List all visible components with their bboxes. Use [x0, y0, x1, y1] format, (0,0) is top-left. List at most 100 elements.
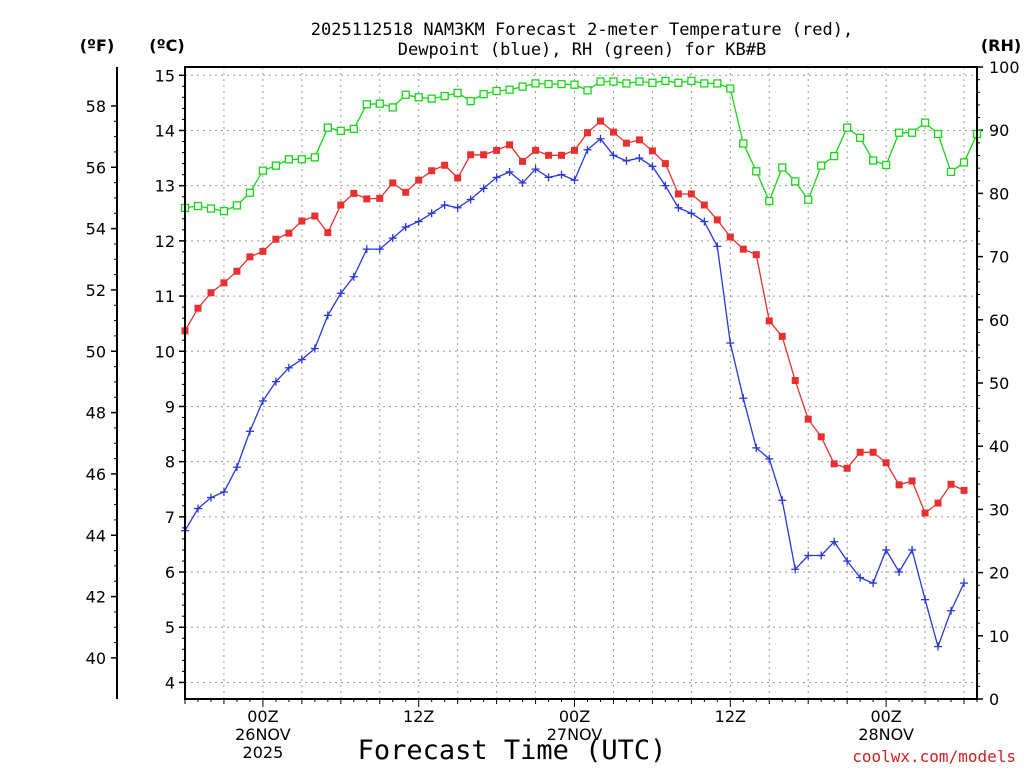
dewpoint-point [713, 242, 722, 251]
rh-point [648, 78, 657, 87]
temperature-point [934, 499, 942, 507]
rh-axis: 0 10 20 30 40 50 60 70 80 90 100 [977, 58, 1020, 709]
dewpoint-point [947, 606, 956, 615]
rh-tick-label: 100 [989, 58, 1020, 77]
rh-point [219, 206, 229, 216]
rh-point [894, 128, 904, 137]
celsius-tick-label: 10 [155, 342, 175, 361]
temperature-point [817, 433, 825, 441]
rh-tick-label: 10 [989, 627, 1009, 646]
temperature-point [752, 251, 760, 259]
rh-point [245, 188, 255, 197]
dewpoint-point [245, 427, 254, 436]
dewpoint-point [752, 443, 761, 452]
dewpoint-point [635, 154, 644, 163]
temperature-point [882, 459, 890, 467]
rh-tick-label: 70 [989, 248, 1009, 267]
dewpoint-point [674, 203, 683, 212]
rh-point [830, 151, 839, 161]
temperature-point [622, 139, 630, 147]
rh-point [258, 166, 268, 175]
temperature-point [545, 151, 553, 159]
temperature-point [947, 480, 955, 488]
rh-tick-label: 60 [989, 311, 1009, 330]
dewpoint-point [492, 173, 501, 182]
dewpoint-point [310, 344, 319, 353]
temperature-point [869, 448, 877, 456]
rh-point [544, 79, 553, 89]
temperature-point [519, 157, 527, 165]
rh-point [609, 77, 618, 86]
rh-point [713, 79, 722, 88]
temperature-point [895, 481, 903, 489]
dewpoint-point [570, 176, 579, 185]
temperature-point [804, 415, 812, 423]
dewpoint-point [778, 496, 787, 505]
dewpoint-point [583, 145, 592, 154]
temperature-point [908, 477, 916, 485]
rh-point [804, 195, 813, 204]
rh-tick-label: 30 [989, 500, 1009, 519]
celsius-tick-label: 11 [155, 287, 175, 306]
dewpoint-point [505, 167, 514, 176]
time-tick-label: 27NOV [547, 725, 603, 744]
dewpoint-point [323, 311, 332, 320]
x-axis-title: Forecast Time (UTC) [358, 735, 667, 766]
rh-point [492, 86, 501, 96]
rh-point [622, 79, 631, 88]
dewpoint-point [232, 463, 241, 472]
rh-point [687, 76, 696, 86]
temperature-point [415, 176, 423, 184]
fahrenheit-tick-label: 50 [86, 342, 106, 361]
dewpoint-point [271, 377, 280, 386]
fahrenheit-tick-label: 42 [86, 588, 106, 607]
temperature-point [661, 160, 669, 168]
credit-link[interactable]: coolwx.com/models [852, 747, 1016, 766]
dewpoint-point [206, 493, 215, 502]
celsius-tick-label: 6 [165, 563, 175, 582]
dewpoint-point [934, 642, 943, 651]
rh-point [453, 88, 462, 98]
series-temperature [181, 117, 968, 517]
temperature-point [428, 167, 436, 175]
dewpoint-point [362, 245, 371, 254]
temperature-point [493, 146, 501, 154]
dewpoint-point [414, 217, 423, 226]
dewpoint-point [219, 488, 228, 497]
rh-point [232, 201, 242, 210]
rh-point [596, 77, 605, 86]
dewpoint-point [336, 289, 345, 298]
rh-point [479, 90, 488, 99]
temperature-point [376, 194, 384, 202]
rh-tick-label: 20 [989, 564, 1009, 583]
rh-point [362, 100, 371, 109]
temperature-point [337, 201, 345, 209]
rh-point [193, 201, 203, 211]
dewpoint-point [726, 338, 735, 347]
rh-point [349, 124, 358, 134]
temperature-point [389, 179, 397, 187]
dewpoint-point [921, 595, 930, 604]
temperature-point [596, 117, 604, 125]
temperature-point [856, 448, 864, 456]
dewpoint-point [960, 579, 969, 588]
celsius-tick-label: 7 [165, 508, 175, 527]
temperature-point [532, 146, 540, 154]
fahrenheit-tick-label: 48 [86, 404, 106, 423]
temperature-point [778, 332, 786, 340]
temperature-point [674, 190, 682, 198]
rh-point [881, 160, 891, 170]
fahrenheit-tick-label: 46 [86, 465, 106, 484]
temperature-point [220, 279, 228, 287]
celsius-tick-label: 12 [155, 232, 175, 251]
time-tick-label: 12Z [403, 707, 434, 726]
rh-point [635, 77, 644, 86]
temperature-point [713, 216, 721, 224]
dewpoint-point [622, 156, 631, 165]
rh-point [206, 204, 216, 213]
celsius-unit-label: (ºC) [149, 36, 184, 55]
dewpoint-point [531, 165, 540, 174]
plot-frame [184, 66, 978, 700]
rh-point [933, 129, 943, 139]
